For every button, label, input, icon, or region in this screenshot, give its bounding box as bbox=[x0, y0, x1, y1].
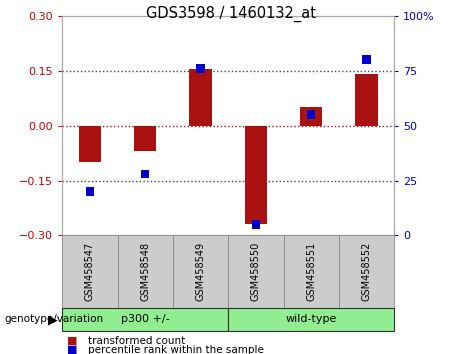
Bar bbox=[228, 308, 394, 331]
Text: percentile rank within the sample: percentile rank within the sample bbox=[88, 345, 264, 354]
Text: GSM458550: GSM458550 bbox=[251, 242, 261, 301]
Bar bbox=[86, 187, 94, 196]
Text: p300 +/-: p300 +/- bbox=[121, 314, 170, 325]
Bar bbox=[141, 170, 149, 178]
Text: ■: ■ bbox=[67, 336, 77, 346]
Text: genotype/variation: genotype/variation bbox=[5, 314, 104, 325]
Text: GDS3598 / 1460132_at: GDS3598 / 1460132_at bbox=[146, 5, 315, 22]
Bar bbox=[284, 235, 339, 308]
Bar bbox=[79, 126, 101, 162]
Bar bbox=[339, 235, 394, 308]
Text: GSM458548: GSM458548 bbox=[140, 242, 150, 301]
Text: GSM458549: GSM458549 bbox=[195, 242, 206, 301]
Text: GSM458551: GSM458551 bbox=[306, 242, 316, 301]
Text: GSM458547: GSM458547 bbox=[85, 242, 95, 301]
Bar bbox=[300, 107, 322, 126]
Text: wild-type: wild-type bbox=[285, 314, 337, 325]
Bar bbox=[62, 308, 228, 331]
Bar bbox=[252, 220, 260, 229]
Bar bbox=[173, 235, 228, 308]
Text: transformed count: transformed count bbox=[88, 336, 185, 346]
Bar bbox=[118, 235, 173, 308]
Bar bbox=[307, 110, 315, 119]
Bar bbox=[362, 56, 371, 64]
Bar bbox=[134, 126, 156, 151]
Text: ■: ■ bbox=[67, 345, 77, 354]
Bar bbox=[228, 235, 284, 308]
Text: ▶: ▶ bbox=[48, 313, 58, 326]
Text: GSM458552: GSM458552 bbox=[361, 242, 372, 301]
Bar bbox=[355, 74, 378, 126]
Bar bbox=[62, 235, 118, 308]
Bar bbox=[189, 69, 212, 126]
Bar bbox=[245, 126, 267, 224]
Bar bbox=[196, 64, 205, 73]
